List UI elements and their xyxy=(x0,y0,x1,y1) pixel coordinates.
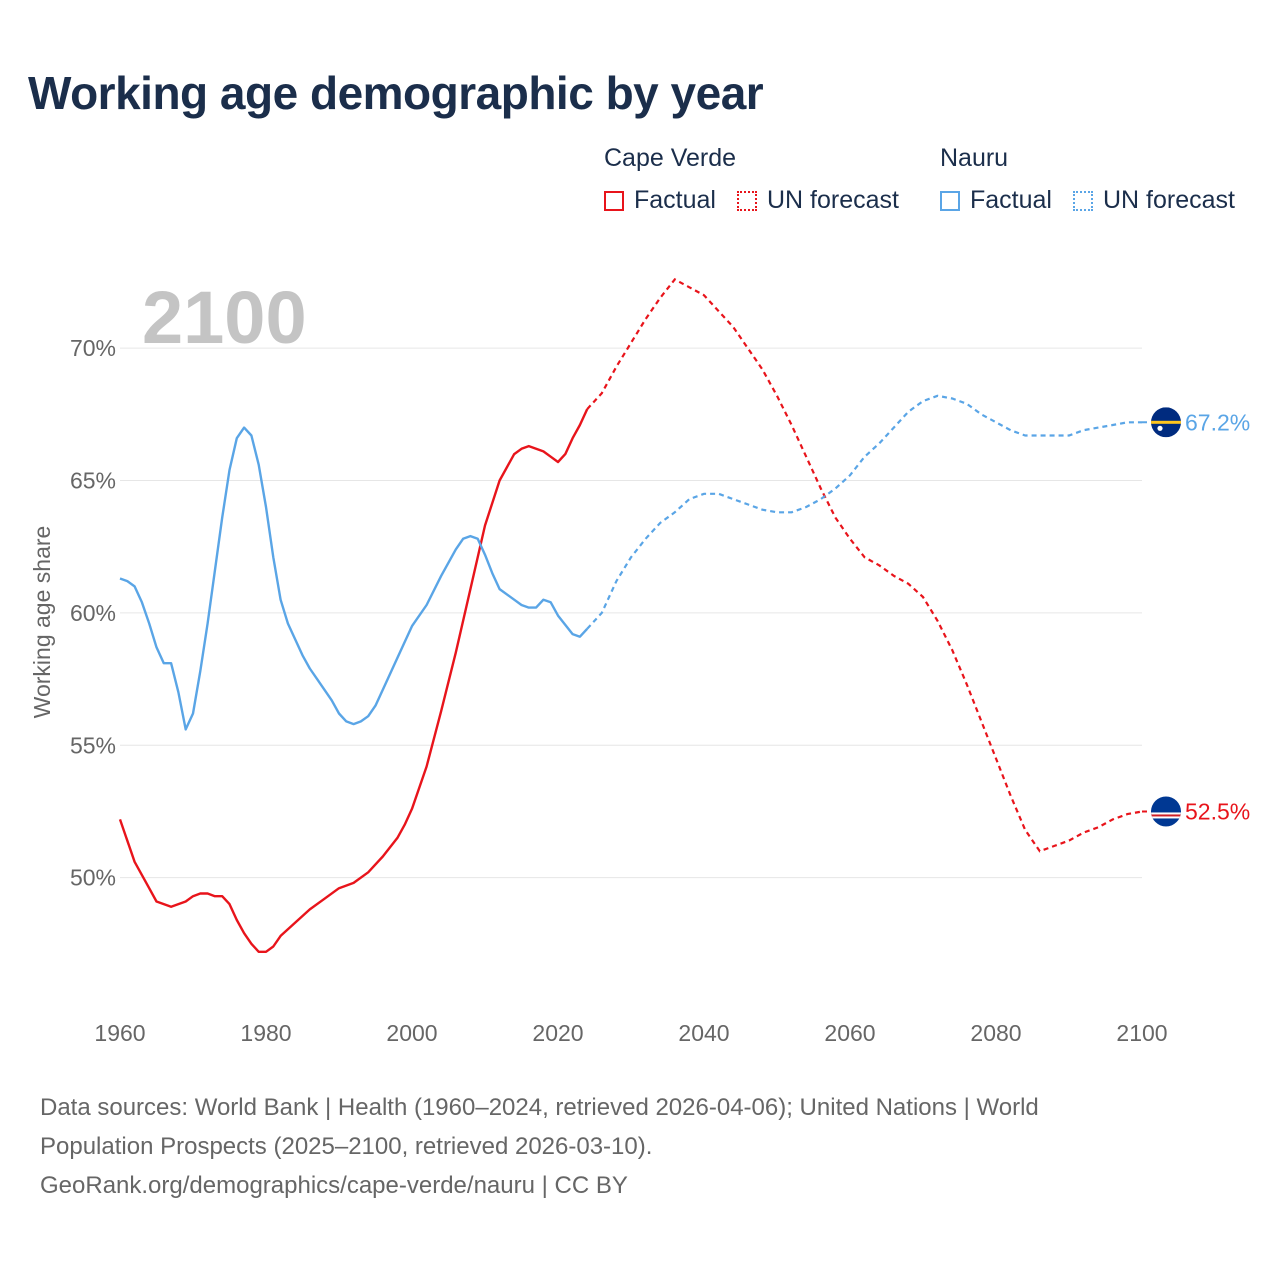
flag-stripe xyxy=(1151,420,1181,424)
series-lines xyxy=(118,277,1143,953)
y-tick-label: 55% xyxy=(70,732,116,758)
data-sources: Data sources: World Bank | Health (1960–… xyxy=(40,1088,1220,1205)
flag-star xyxy=(1157,425,1163,431)
x-axis-tick-labels: 1960 1980 2000 2020 2040 2060 2080 2100 xyxy=(94,1020,1167,1046)
x-tick-label: 2100 xyxy=(1116,1020,1167,1046)
legend-title-cape-verde: Cape Verde xyxy=(604,144,737,172)
year-watermark: 2100 xyxy=(142,276,307,359)
y-tick-label: 65% xyxy=(70,468,116,494)
legend-label: Factual xyxy=(970,186,1052,214)
legend-cape-verde-factual[interactable]: Factual xyxy=(604,186,716,215)
legend-swatch-dotted xyxy=(1073,190,1093,211)
flag-field xyxy=(1151,796,1181,827)
chart-title: Working age demographic by year xyxy=(28,67,764,119)
y-tick-label: 60% xyxy=(70,600,116,626)
cape-verde-forecast-line xyxy=(586,277,1143,853)
legend-nauru-forecast[interactable]: UN forecast xyxy=(1073,186,1235,215)
y-axis-tick-labels: 50% 55% 60% 65% 70% xyxy=(70,335,116,890)
x-tick-label: 2060 xyxy=(824,1020,875,1046)
legend-nauru-factual[interactable]: Factual xyxy=(940,186,1052,215)
cape-verde-factual-line xyxy=(118,408,589,953)
legend-swatch-solid xyxy=(940,190,960,211)
source-line-3: GeoRank.org/demographics/cape-verde/naur… xyxy=(40,1172,628,1199)
y-tick-label: 50% xyxy=(70,865,116,891)
legend-label: UN forecast xyxy=(1103,186,1235,214)
flag-stripe xyxy=(1151,814,1181,817)
legend-swatch-dotted xyxy=(737,190,757,211)
y-tick-label: 70% xyxy=(70,335,116,361)
x-tick-label: 1960 xyxy=(94,1020,145,1046)
x-tick-label: 2040 xyxy=(678,1020,729,1046)
source-line-1: Data sources: World Bank | Health (1960–… xyxy=(40,1094,1039,1121)
grid-lines xyxy=(120,347,1142,879)
line-chart: 2100 50% 55% 60% 65% 70% 1960 1980 2000 2020 204… xyxy=(29,276,1250,1046)
nauru-flag-icon xyxy=(1151,407,1181,438)
source-line-2: Population Prospects (2025–2100, retriev… xyxy=(40,1133,653,1160)
legend-swatch-solid xyxy=(604,190,624,211)
nauru-forecast-line xyxy=(586,394,1142,630)
x-tick-label: 2080 xyxy=(970,1020,1021,1046)
legend-label: UN forecast xyxy=(767,186,899,214)
cape-verde-end-label: 52.5% xyxy=(1185,798,1250,824)
x-tick-label: 2020 xyxy=(532,1020,583,1046)
series-end-markers: 52.5% 67.2% xyxy=(1142,407,1250,827)
y-axis-label: Working age share xyxy=(29,526,55,719)
x-tick-label: 1980 xyxy=(240,1020,291,1046)
nauru-factual-line xyxy=(119,426,589,731)
legend-cape-verde-forecast[interactable]: UN forecast xyxy=(737,186,899,215)
cape-verde-flag-icon xyxy=(1151,796,1181,827)
legend-title-nauru: Nauru xyxy=(940,144,1009,172)
x-tick-label: 2000 xyxy=(386,1020,437,1046)
nauru-end-label: 67.2% xyxy=(1185,409,1250,435)
legend-label: Factual xyxy=(634,186,716,214)
